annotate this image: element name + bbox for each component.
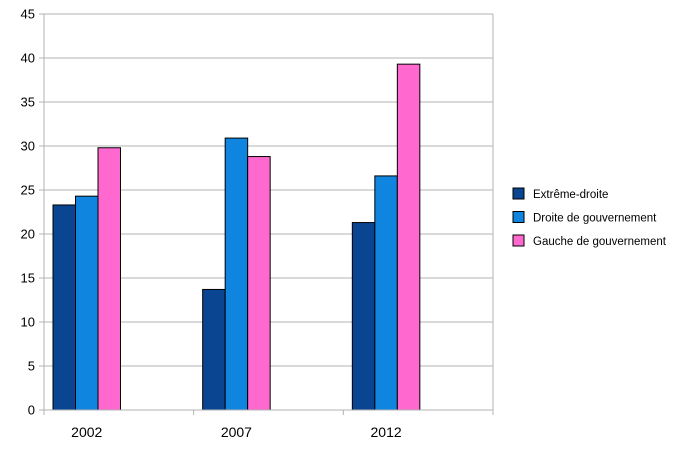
x-tick-label: 2012 xyxy=(371,424,402,440)
bar-extr-me-droite-2002 xyxy=(52,204,76,411)
y-tick-label: 0 xyxy=(28,403,35,418)
bar-extr-me-droite-2007 xyxy=(202,288,226,411)
y-tick-label: 10 xyxy=(21,315,35,330)
legend-label: Gauche de gouvernement xyxy=(533,236,667,248)
y-tick-label: 15 xyxy=(21,271,35,286)
bars xyxy=(52,63,421,411)
bar-gauche-de-gouvernement-2012 xyxy=(396,63,421,411)
legend: Extrême-droite Droite de gouvernement Gauc… xyxy=(512,187,667,248)
bar-droite-de-gouvernement-2007 xyxy=(224,137,249,411)
y-tick-label: 20 xyxy=(21,227,35,242)
bar-gauche-de-gouvernement-2007 xyxy=(247,156,271,411)
legend-swatch xyxy=(512,187,525,200)
y-tick-label: 30 xyxy=(21,139,35,154)
legend-swatch xyxy=(512,211,525,223)
x-tick-label: 2007 xyxy=(221,424,252,440)
x-axis-ticks: 2002 2007 2012 xyxy=(71,424,402,440)
y-tick-label: 25 xyxy=(21,183,35,198)
y-axis-ticks: 0 5 10 15 20 25 30 35 40 45 xyxy=(21,7,44,418)
y-tick-label: 45 xyxy=(21,7,35,22)
bar-gauche-de-gouvernement-2002 xyxy=(97,147,121,411)
legend-label: Droite de gouvernement xyxy=(533,213,657,225)
legend-label: Extrême-droite xyxy=(533,189,608,201)
x-tick-label: 2002 xyxy=(71,424,102,440)
y-tick-label: 5 xyxy=(28,359,35,374)
y-tick-label: 40 xyxy=(21,51,35,66)
axes xyxy=(43,13,494,415)
y-tick-label: 35 xyxy=(21,95,35,110)
bar-droite-de-gouvernement-2012 xyxy=(374,175,398,411)
bar-droite-de-gouvernement-2002 xyxy=(75,195,99,411)
legend-swatch xyxy=(512,234,525,247)
bar-extr-me-droite-2012 xyxy=(351,222,376,411)
